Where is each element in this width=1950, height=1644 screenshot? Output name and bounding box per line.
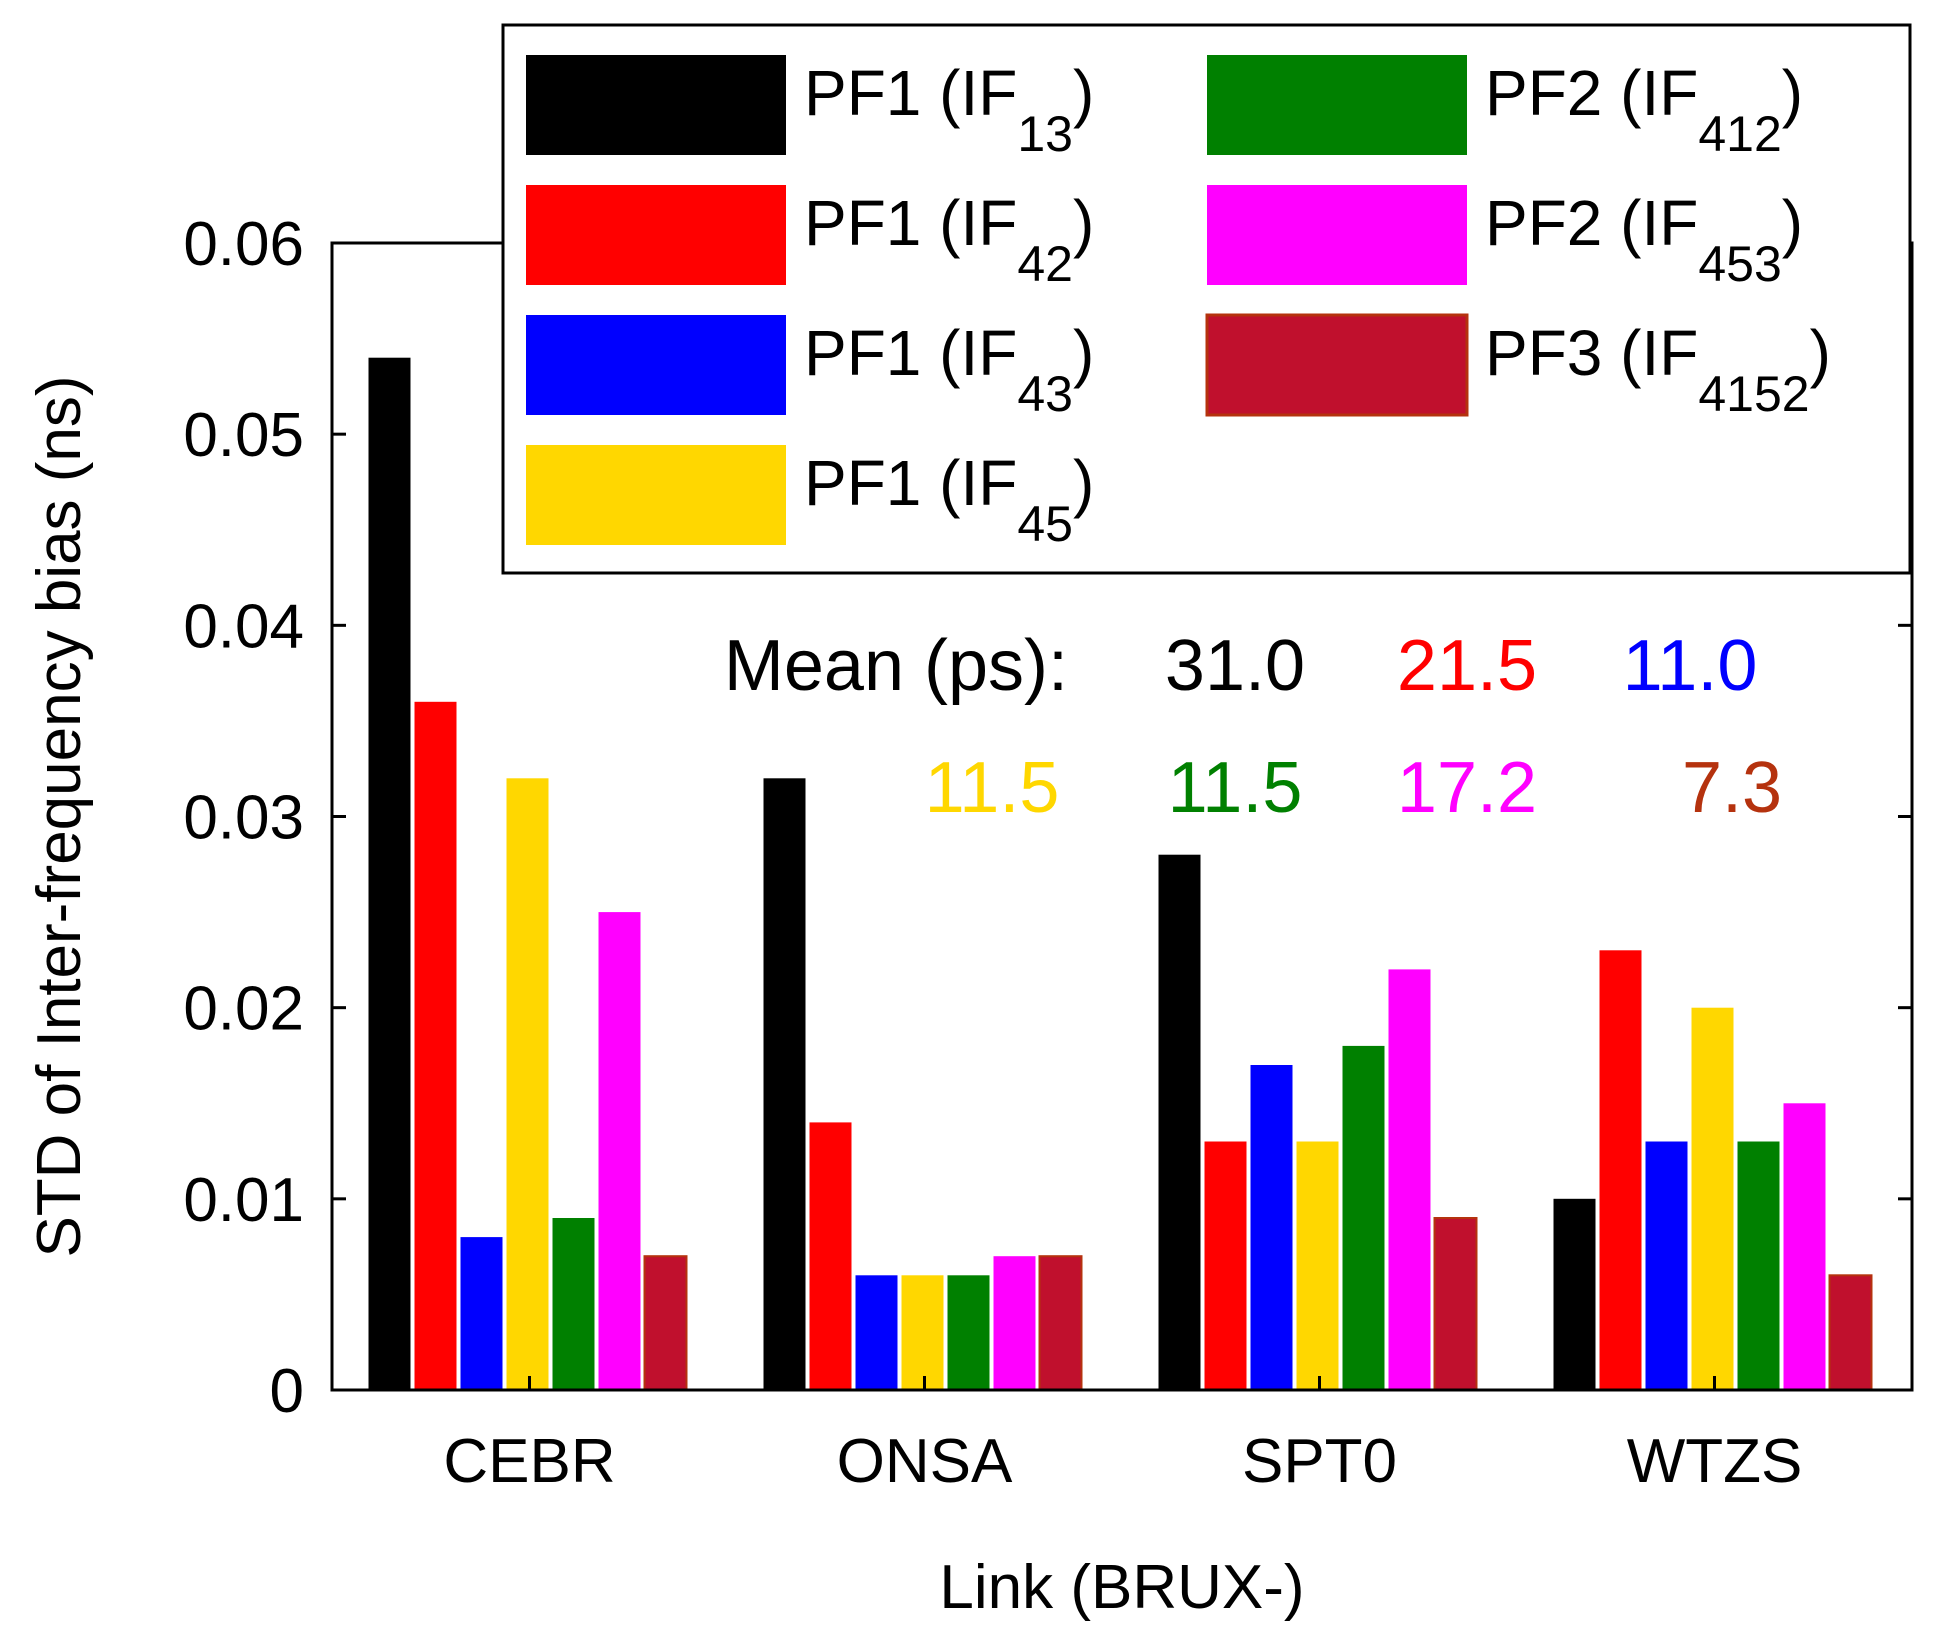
bar [1737,1141,1780,1390]
y-tick-label: 0.04 [183,592,304,661]
x-tick-label: ONSA [837,1427,1013,1496]
y-tick-label: 0.05 [183,401,304,470]
legend-label-subscript: 453 [1698,236,1781,292]
bar [1038,1255,1083,1391]
bar [1599,950,1642,1390]
y-tick-label: 0.03 [183,784,304,853]
mean-label: Mean (ps): [724,626,1068,706]
bar [763,778,806,1390]
mean-value: 17.2 [1397,748,1537,828]
legend-swatch [526,185,786,285]
bar [1388,969,1431,1390]
legend-label-close: ) [1782,187,1803,259]
legend-label-main: PF1 (IF [804,317,1017,389]
bar [414,701,457,1390]
bar [993,1256,1036,1390]
legend-swatch [1207,185,1467,285]
ticks-layer: 0 0.01 0.02 0.03 0.04 0.05 0.06 CEBR ONSA SPT0 WTZ… [183,210,1912,1496]
mean-value: 31.0 [1165,626,1305,706]
legend-label-close: ) [1073,187,1094,259]
bar [901,1275,944,1390]
legend-label-subscript: 13 [1017,106,1073,162]
y-tick-label: 0.06 [183,210,304,279]
legend-label-close: ) [1810,317,1831,389]
legend-item: PF1 (IF42) [526,185,1094,292]
legend-label-subscript: 42 [1017,236,1073,292]
y-tick-label: 0 [270,1357,304,1426]
bar [506,778,549,1390]
legend-label-main: PF2 (IF [1485,57,1698,129]
bar [1828,1274,1873,1392]
legend-swatch [1207,55,1467,155]
x-axis-label: Link (BRUX-) [939,1553,1304,1622]
y-axis-label: STD of Inter-frequency bias (ns) [25,375,94,1257]
bar [1296,1141,1339,1390]
mean-value: 11.5 [1168,748,1303,828]
legend-label-close: ) [1073,317,1094,389]
legend-label-subscript: 45 [1017,496,1073,552]
bar [460,1237,503,1390]
legend-label-main: PF1 (IF [804,187,1017,259]
legend-label: PF1 (IF42) [804,187,1094,292]
x-tick-label: SPT0 [1242,1427,1397,1496]
bar [1433,1217,1478,1391]
bar [809,1122,852,1390]
bar [552,1218,595,1390]
legend-label: PF1 (IF43) [804,317,1094,422]
legend-swatch [1205,313,1469,417]
legend-label: PF2 (IF412) [1485,57,1803,162]
legend-swatch [526,315,786,415]
y-tick-label: 0.01 [183,1166,304,1235]
legend-label-close: ) [1782,57,1803,129]
legend-item: PF1 (IF13) [526,55,1094,162]
legend-swatch [526,445,786,545]
bar [1691,1007,1734,1390]
legend-item: PF1 (IF43) [526,315,1094,422]
legend-label-subscript: 412 [1698,106,1781,162]
legend-label-main: PF1 (IF [804,57,1017,129]
legend-label: PF3 (IF4152) [1485,317,1831,422]
legend-label-subscript: 43 [1017,366,1073,422]
legend-label-main: PF2 (IF [1485,187,1698,259]
bar [855,1275,898,1390]
bar [1342,1045,1385,1390]
legend-label-close: ) [1073,447,1094,519]
mean-value: 11.5 [925,748,1060,828]
mean-value: 7.3 [1682,748,1782,828]
bar [1645,1141,1688,1390]
legend-label-main: PF1 (IF [804,447,1017,519]
legend-label-subscript: 4152 [1698,366,1809,422]
legend-item: PF2 (IF453) [1207,185,1803,292]
legend-label-main: PF3 (IF [1485,317,1698,389]
legend-label: PF1 (IF45) [804,447,1094,552]
bar [1250,1065,1293,1390]
mean-annotation: Mean (ps): 31.0 21.5 11.0 11.5 11.5 17.2 7.3 [724,626,1782,828]
bar [368,357,411,1391]
legend-swatch [526,55,786,155]
bar [1204,1141,1247,1390]
bar [598,912,641,1390]
bar [1553,1198,1596,1390]
bar [1783,1103,1826,1391]
legend-item: PF2 (IF412) [1207,55,1803,162]
y-tick-label: 0.02 [183,975,304,1044]
bar [1158,854,1201,1390]
x-tick-label: WTZS [1627,1427,1803,1496]
legend-label: PF1 (IF13) [804,57,1094,162]
legend-label: PF2 (IF453) [1485,187,1803,292]
mean-value: 21.5 [1397,626,1537,706]
bar [947,1275,990,1390]
legend-item: PF1 (IF45) [526,445,1094,552]
legend-item: PF3 (IF4152) [1205,313,1831,422]
bar [643,1255,688,1391]
bars-layer [368,357,1873,1392]
legend: PF1 (IF13)PF1 (IF42)PF1 (IF43)PF1 (IF45)… [501,23,1912,575]
mean-value: 11.0 [1623,626,1758,706]
legend-label-close: ) [1073,57,1094,129]
x-tick-label: CEBR [443,1427,615,1496]
